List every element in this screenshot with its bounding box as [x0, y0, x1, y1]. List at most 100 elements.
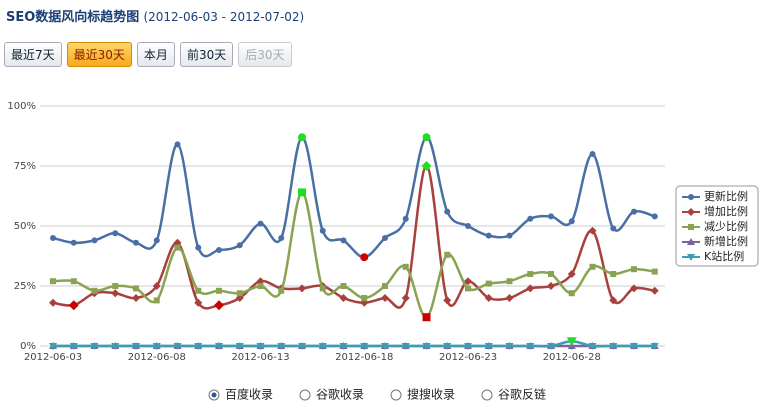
point	[360, 253, 369, 262]
point	[215, 343, 223, 350]
point	[485, 232, 492, 239]
radio[interactable]	[390, 389, 402, 401]
point	[465, 223, 471, 229]
point	[132, 343, 140, 350]
point	[257, 220, 264, 227]
point	[589, 263, 596, 270]
point	[298, 343, 306, 350]
x-tick-label: 2012-06-03	[24, 352, 82, 363]
button-bar: 最近7天 最近30天 本月 前30天 后30天	[4, 42, 292, 67]
point	[650, 286, 659, 295]
point	[132, 294, 140, 302]
legend-marker	[687, 254, 695, 261]
point	[50, 278, 56, 285]
point	[630, 284, 638, 293]
date-range: (2012-06-03 - 2012-07-02)	[143, 10, 305, 24]
point	[90, 343, 99, 350]
point	[278, 235, 285, 241]
point	[484, 343, 493, 350]
point	[382, 235, 388, 241]
point	[444, 208, 451, 215]
point	[589, 151, 596, 157]
point	[567, 270, 576, 278]
point	[464, 277, 472, 286]
point	[526, 343, 535, 350]
point	[49, 298, 57, 307]
point	[133, 239, 139, 246]
point	[421, 161, 432, 171]
point	[319, 285, 326, 292]
point	[422, 133, 431, 142]
point	[505, 294, 514, 302]
radio-label: 搜搜收录	[407, 387, 455, 402]
point	[195, 244, 202, 251]
point	[298, 284, 306, 293]
point	[610, 271, 617, 277]
point	[381, 294, 389, 302]
legend-label: K站比例	[704, 249, 744, 263]
point	[465, 285, 471, 292]
legend-marker	[687, 208, 695, 216]
point	[235, 343, 244, 350]
legend-marker	[687, 238, 695, 245]
point	[609, 343, 618, 350]
point	[547, 343, 555, 350]
range-button[interactable]: 最近7天	[4, 42, 62, 67]
radio-dot	[211, 392, 217, 398]
legend-box	[675, 185, 759, 267]
point	[631, 208, 637, 215]
radio[interactable]	[481, 389, 493, 401]
point	[568, 290, 575, 297]
series-line	[52, 164, 655, 310]
point	[464, 343, 472, 350]
point	[651, 213, 658, 220]
point	[112, 230, 119, 237]
point	[153, 237, 160, 244]
point	[256, 343, 265, 350]
point	[216, 247, 222, 253]
legend-marker	[688, 194, 694, 200]
point	[340, 237, 347, 244]
legend-marker	[688, 224, 694, 230]
point	[174, 141, 181, 148]
point	[153, 297, 160, 304]
point	[152, 343, 161, 350]
point	[339, 343, 348, 350]
point	[257, 283, 264, 289]
point	[319, 227, 326, 234]
point	[650, 343, 659, 350]
radio-label: 谷歌收录	[316, 387, 364, 402]
point	[484, 294, 493, 302]
point	[505, 343, 514, 350]
point	[382, 283, 388, 289]
point	[630, 343, 638, 350]
point	[527, 271, 534, 277]
point	[568, 218, 575, 225]
range-button[interactable]: 前30天	[179, 42, 234, 67]
point	[526, 284, 535, 293]
point	[194, 343, 203, 350]
point	[588, 343, 597, 350]
point	[236, 242, 243, 249]
y-tick-label: 75%	[14, 161, 36, 172]
point	[70, 278, 77, 285]
radio-label: 百度收录	[225, 387, 273, 402]
point	[548, 271, 554, 277]
point	[402, 215, 409, 222]
point	[298, 133, 306, 142]
point	[443, 296, 452, 305]
range-button[interactable]: 本月	[136, 42, 175, 67]
range-button[interactable]: 最近30天	[66, 42, 132, 67]
point	[527, 215, 534, 222]
title: SEO数据风向标趋势图	[6, 10, 140, 25]
point	[214, 300, 224, 311]
point	[111, 289, 120, 298]
point	[91, 287, 98, 294]
y-tick-label: 0%	[20, 341, 36, 352]
point	[506, 278, 513, 285]
y-tick-label: 25%	[14, 281, 36, 292]
radio[interactable]	[299, 389, 311, 401]
point	[422, 313, 431, 322]
point	[340, 283, 347, 289]
